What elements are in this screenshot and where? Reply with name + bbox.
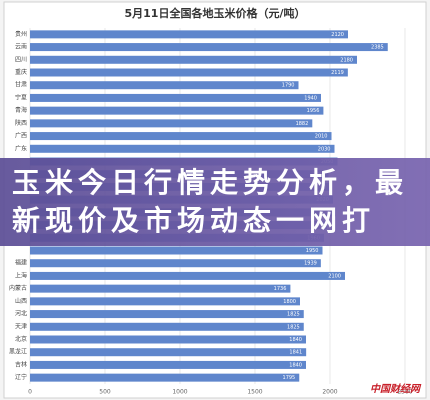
y-tick-label: 广西 [15, 132, 27, 140]
value-label: 1840 [289, 362, 302, 368]
bar [30, 43, 388, 52]
value-label: 1790 [282, 83, 295, 89]
bar [30, 93, 321, 102]
value-label: 1825 [287, 324, 300, 330]
value-label: 2119 [331, 70, 344, 76]
bar [30, 271, 345, 280]
y-tick-label: 陕西 [15, 119, 27, 127]
y-tick-label: 宁夏 [15, 93, 27, 101]
value-label: 2385 [371, 45, 384, 51]
value-label: 1825 [287, 312, 300, 318]
value-label: 2180 [340, 57, 353, 63]
y-tick-label: 河北 [15, 310, 27, 318]
watermark: 中国财经网 [370, 383, 422, 395]
value-label: 1956 [307, 108, 320, 114]
y-tick-label: 青海 [15, 106, 27, 114]
bar [30, 259, 321, 268]
x-tick-label: 2000 [322, 389, 337, 396]
y-tick-label: 甘肃 [15, 81, 27, 89]
bar [30, 310, 304, 319]
y-tick-label: 广东 [15, 144, 27, 152]
x-tick-label: 1500 [247, 389, 262, 396]
bar [30, 68, 348, 77]
y-tick-label: 内蒙古 [9, 284, 27, 292]
bar [30, 360, 306, 369]
value-label: 1840 [289, 337, 302, 343]
chart-title: 5月11日全国各地玉米价格（元/吨） [125, 6, 306, 20]
bar [30, 373, 300, 382]
x-tick-label: 500 [99, 389, 111, 396]
x-tick-label: 1000 [172, 389, 187, 396]
value-label: 1940 [304, 95, 317, 101]
bar [30, 335, 306, 344]
bar [30, 30, 348, 39]
y-tick-label: 四川 [15, 56, 27, 63]
value-label: 1795 [283, 375, 296, 381]
value-label: 1736 [274, 286, 287, 292]
x-tick-label: 2500 [397, 389, 412, 396]
bar [30, 132, 332, 141]
bar [30, 55, 357, 64]
bar [30, 81, 299, 90]
bar [30, 322, 304, 331]
bar [30, 106, 324, 115]
y-tick-label: 云南 [15, 43, 27, 51]
value-label: 1841 [289, 350, 302, 356]
value-label: 2030 [318, 146, 331, 152]
headline-banner: 玉米今日行情走势分析，最新现价及市场动态一网打 [0, 158, 430, 246]
bar [30, 144, 335, 153]
value-label: 1950 [306, 248, 319, 254]
y-tick-label: 辽宁 [15, 373, 27, 381]
y-tick-label: 北京 [15, 335, 27, 343]
y-tick-label: 黑龙江 [9, 348, 27, 356]
value-label: 2100 [328, 273, 341, 279]
y-tick-label: 上海 [15, 271, 27, 279]
y-tick-label: 贵州 [15, 30, 27, 38]
value-label: 1800 [283, 299, 296, 305]
y-tick-label: 重庆 [15, 68, 27, 76]
x-tick-label: 0 [28, 389, 32, 396]
value-label: 1939 [304, 261, 317, 267]
value-label: 1882 [296, 121, 309, 127]
bar [30, 348, 307, 357]
value-label: 2010 [315, 134, 328, 140]
y-tick-label: 山西 [15, 297, 27, 305]
y-tick-label: 福建 [15, 259, 27, 267]
bar [30, 297, 300, 306]
y-tick-label: 天津 [15, 323, 27, 330]
bar [30, 119, 313, 128]
headline: 玉米今日行情走势分析，最新现价及市场动态一网打 [12, 166, 409, 237]
y-tick-label: 吉林 [15, 360, 27, 368]
value-label: 2120 [331, 32, 344, 38]
bar [30, 284, 291, 293]
bar [30, 246, 323, 255]
